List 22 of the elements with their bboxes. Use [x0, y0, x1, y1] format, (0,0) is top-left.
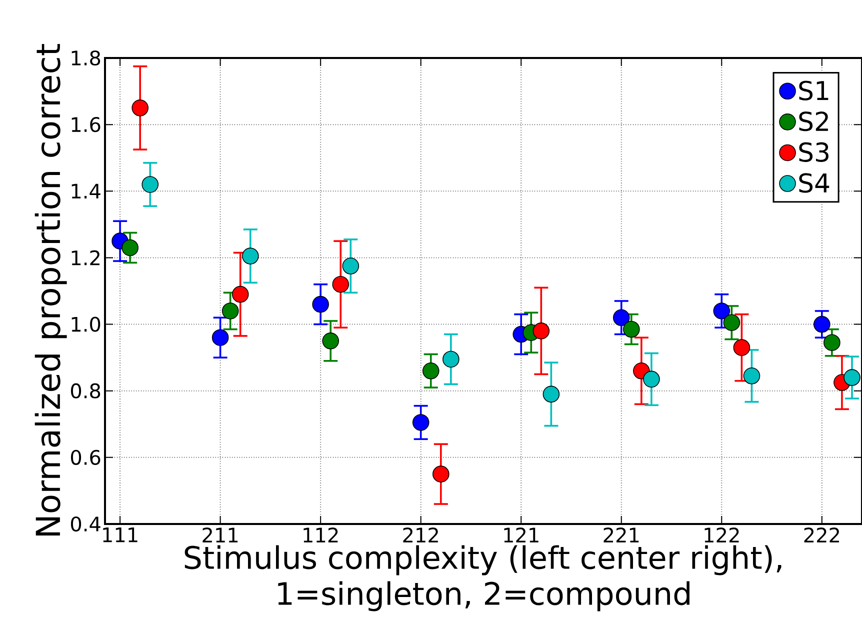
legend-label: S3 — [799, 142, 828, 162]
x-tick-label: 211 — [202, 528, 238, 542]
legend-label: S4 — [799, 173, 830, 193]
y-tick-label: 0.6 — [70, 450, 100, 465]
y-tick-label: 1.8 — [72, 50, 100, 66]
x-tick-label: 221 — [604, 528, 639, 542]
x-axis-title: Stimulus complexity (left center right), 1=singleton, 2=compound — [184, 545, 782, 612]
legend-label: S2 — [799, 112, 828, 132]
y-tick-label: 1.6 — [72, 117, 100, 132]
y-tick-label: 0.4 — [70, 516, 100, 532]
y-tick-label: 0.8 — [70, 383, 100, 398]
legend-label: S1 — [799, 80, 828, 100]
x-tick-label: 222 — [804, 528, 839, 542]
x-tick-label: 111 — [103, 528, 138, 542]
y-tick-label: 1.0 — [72, 316, 100, 332]
x-tick-label: 121 — [504, 528, 538, 542]
x-tick-label: 212 — [403, 528, 438, 542]
x-tick-label: 122 — [704, 528, 739, 542]
x-tick-label: 112 — [304, 528, 338, 542]
y-axis-title: Normalized proportion correct — [34, 44, 67, 536]
y-tick-label: 1.2 — [72, 250, 100, 266]
y-tick-label: 1.4 — [72, 184, 100, 198]
